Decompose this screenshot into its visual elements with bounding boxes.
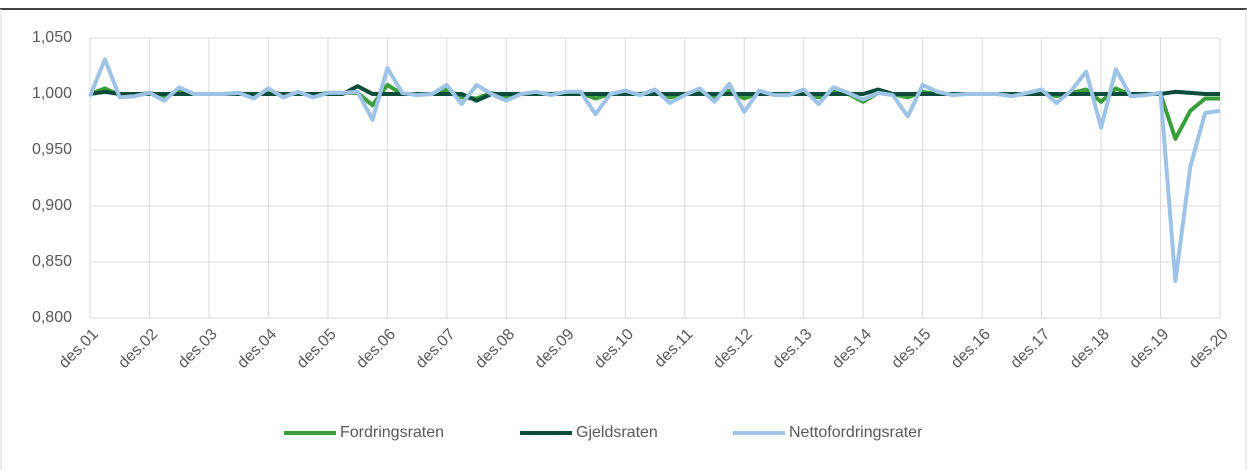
x-tick-label: des.11: [651, 326, 696, 371]
y-tick-label: 1,000: [32, 85, 72, 102]
y-tick-label: 0,800: [32, 309, 72, 326]
x-tick-label: des.19: [1126, 326, 1172, 372]
x-tick-label: des.05: [294, 326, 340, 372]
x-tick-label: des.09: [532, 326, 578, 372]
legend-label: Gjeldsraten: [576, 424, 658, 441]
x-tick-label: des.02: [115, 326, 161, 372]
x-tick-label: des.07: [413, 326, 459, 372]
x-tick-label: des.06: [353, 326, 399, 372]
x-tick-label: des.04: [234, 326, 280, 372]
y-tick-label: 1,050: [32, 29, 72, 46]
x-tick-label: des.08: [472, 326, 518, 372]
x-tick-label: des.01: [56, 326, 102, 372]
x-tick-label: des.10: [591, 326, 637, 372]
x-tick-label: des.12: [710, 326, 756, 372]
x-tick-label: des.13: [770, 326, 816, 372]
legend-label: Nettofordringsrater: [789, 424, 923, 441]
series-line: [88, 57, 1221, 283]
y-tick-label: 0,850: [32, 253, 72, 270]
legend-label: Fordringsraten: [340, 424, 444, 441]
y-tick-label: 0,900: [32, 197, 72, 214]
x-tick-label: des.15: [888, 326, 934, 372]
x-tick-label: des.14: [829, 326, 875, 372]
x-tick-label: des.17: [1007, 326, 1053, 372]
x-tick-label: des.20: [1186, 326, 1232, 372]
x-tick-label: des.03: [175, 326, 221, 372]
x-tick-label: des.16: [948, 326, 994, 372]
y-tick-label: 0,950: [32, 141, 72, 158]
x-tick-label: des.18: [1067, 326, 1113, 372]
